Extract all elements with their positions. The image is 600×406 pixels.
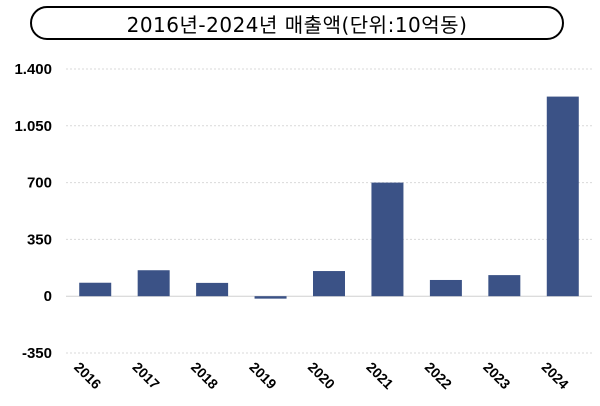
x-axis-ticks: 2016 2017 2018 2019 2020 2021 2022 2023 2024: [71, 359, 572, 392]
bars: [79, 96, 579, 299]
x-tick-label: 2017: [130, 359, 163, 392]
y-tick-label: 350: [27, 231, 52, 248]
x-tick-label: 2018: [188, 359, 221, 392]
bar-2018: [196, 282, 229, 297]
y-tick-label: 1.050: [14, 118, 52, 135]
x-tick-label: 2019: [246, 359, 279, 392]
y-tick-label: 1.400: [14, 61, 52, 78]
chart-title-box: 2016년-2024년 매출액(단위:10억동): [30, 6, 564, 40]
x-tick-label: 2021: [363, 359, 396, 392]
y-tick-label: 700: [27, 175, 52, 192]
bar-2017: [137, 270, 170, 297]
x-tick-label: 2022: [422, 359, 455, 392]
bar-2019: [254, 296, 287, 299]
bar-2023: [488, 275, 521, 297]
x-tick-label: 2023: [480, 359, 513, 392]
bar-2016: [79, 282, 112, 297]
x-tick-label: 2024: [539, 359, 572, 392]
bar-2020: [313, 271, 345, 297]
chart-title: 2016년-2024년 매출액(단위:10억동): [126, 12, 468, 37]
x-tick-label: 2016: [71, 359, 104, 392]
y-axis-ticks: -350 0 350 700 1.050 1.400: [14, 61, 52, 362]
y-tick-label: -350: [22, 345, 52, 362]
bar-2022: [429, 279, 462, 297]
bar-2024: [546, 96, 579, 297]
y-tick-label: 0: [44, 288, 52, 305]
gridlines: [66, 68, 592, 354]
bar-2021: [371, 182, 404, 297]
x-tick-label: 2020: [305, 359, 338, 392]
